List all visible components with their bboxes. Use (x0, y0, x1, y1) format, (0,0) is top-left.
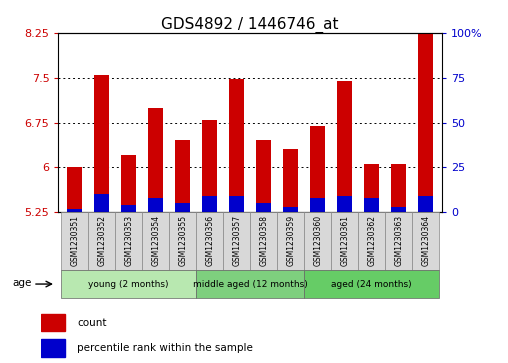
Bar (391, 207, 406, 212)
Bar (67, 167, 82, 212)
Bar (304, 270, 439, 298)
Bar (385, 212, 412, 270)
Bar (256, 140, 271, 212)
Bar (229, 79, 244, 212)
Bar (358, 212, 385, 270)
Bar (142, 212, 169, 270)
Bar (88, 212, 115, 270)
Text: GSM1230364: GSM1230364 (421, 215, 430, 266)
Bar (337, 196, 352, 212)
Text: GSM1230353: GSM1230353 (124, 215, 133, 266)
Text: GSM1230357: GSM1230357 (232, 215, 241, 266)
Text: GSM1230363: GSM1230363 (394, 215, 403, 266)
Bar (67, 209, 82, 212)
Text: GSM1230362: GSM1230362 (367, 215, 376, 266)
Bar (94, 75, 109, 212)
Bar (61, 212, 88, 270)
Text: age: age (13, 278, 32, 288)
Bar (175, 203, 190, 212)
Bar (331, 212, 358, 270)
Bar (94, 195, 109, 212)
Bar (196, 270, 304, 298)
Bar (202, 196, 217, 212)
Bar (196, 212, 223, 270)
Bar (41, 314, 65, 331)
Bar (202, 119, 217, 212)
Text: GSM1230356: GSM1230356 (205, 215, 214, 266)
Bar (304, 212, 331, 270)
Text: aged (24 months): aged (24 months) (331, 280, 412, 289)
Text: GSM1230360: GSM1230360 (313, 215, 322, 266)
Text: GSM1230352: GSM1230352 (97, 215, 106, 266)
Text: GSM1230359: GSM1230359 (286, 215, 295, 266)
Title: GDS4892 / 1446746_at: GDS4892 / 1446746_at (162, 16, 339, 33)
Text: GSM1230351: GSM1230351 (70, 215, 79, 266)
Bar (364, 198, 379, 212)
Bar (391, 164, 406, 212)
Text: GSM1230354: GSM1230354 (151, 215, 160, 266)
Bar (418, 196, 433, 212)
Bar (277, 212, 304, 270)
Text: GSM1230361: GSM1230361 (340, 215, 349, 266)
Text: GSM1230358: GSM1230358 (259, 215, 268, 266)
Bar (418, 27, 433, 212)
Text: middle aged (12 months): middle aged (12 months) (193, 280, 307, 289)
Bar (223, 212, 250, 270)
Bar (283, 150, 298, 212)
Bar (283, 207, 298, 212)
Bar (148, 198, 163, 212)
Bar (310, 198, 325, 212)
Text: percentile rank within the sample: percentile rank within the sample (77, 343, 253, 353)
Bar (256, 203, 271, 212)
Text: GSM1230355: GSM1230355 (178, 215, 187, 266)
Bar (175, 140, 190, 212)
Bar (41, 339, 65, 357)
Bar (61, 270, 196, 298)
Bar (121, 155, 136, 212)
Text: young (2 months): young (2 months) (88, 280, 169, 289)
Bar (121, 205, 136, 212)
Bar (148, 107, 163, 212)
Bar (412, 212, 439, 270)
Bar (115, 212, 142, 270)
Bar (364, 164, 379, 212)
Bar (337, 81, 352, 212)
Bar (229, 196, 244, 212)
Bar (310, 126, 325, 212)
Bar (169, 212, 196, 270)
Bar (250, 212, 277, 270)
Text: count: count (77, 318, 107, 328)
